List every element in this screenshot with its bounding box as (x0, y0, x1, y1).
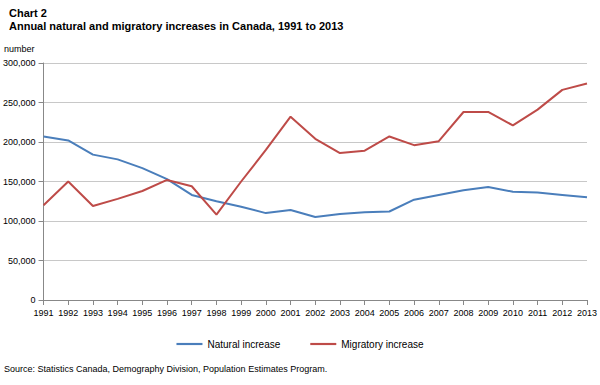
svg-text:0: 0 (31, 295, 36, 305)
svg-text:150,000: 150,000 (3, 177, 36, 187)
svg-text:1991: 1991 (34, 308, 54, 318)
svg-text:1994: 1994 (108, 308, 128, 318)
svg-text:2006: 2006 (404, 308, 424, 318)
svg-text:250,000: 250,000 (3, 98, 36, 108)
svg-text:1996: 1996 (157, 308, 177, 318)
svg-text:2010: 2010 (503, 308, 523, 318)
svg-text:2005: 2005 (379, 308, 399, 318)
svg-text:number: number (4, 44, 35, 54)
svg-text:Migratory increase: Migratory increase (341, 339, 424, 350)
svg-text:2004: 2004 (355, 308, 375, 318)
svg-text:1993: 1993 (83, 308, 103, 318)
svg-text:200,000: 200,000 (3, 137, 36, 147)
svg-text:1997: 1997 (182, 308, 202, 318)
svg-text:Annual natural and migratory i: Annual natural and migratory increases i… (9, 20, 343, 32)
svg-text:2011: 2011 (528, 308, 547, 318)
svg-text:1999: 1999 (231, 308, 251, 318)
svg-text:2000: 2000 (256, 308, 276, 318)
svg-text:1998: 1998 (206, 308, 226, 318)
svg-text:2003: 2003 (330, 308, 350, 318)
svg-text:1995: 1995 (132, 308, 152, 318)
svg-text:Chart 2: Chart 2 (9, 7, 47, 19)
svg-text:2007: 2007 (429, 308, 449, 318)
svg-text:2008: 2008 (453, 308, 473, 318)
svg-text:50,000: 50,000 (8, 256, 36, 266)
svg-text:2001: 2001 (281, 308, 301, 318)
svg-text:Natural increase: Natural increase (207, 339, 280, 350)
svg-text:1992: 1992 (58, 308, 78, 318)
svg-text:2012: 2012 (552, 308, 572, 318)
svg-text:2009: 2009 (478, 308, 498, 318)
svg-text:300,000: 300,000 (3, 58, 36, 68)
svg-text:Source: Statistics Canada, Dem: Source: Statistics Canada, Demography Di… (4, 364, 327, 374)
svg-text:2013: 2013 (577, 308, 597, 318)
svg-text:100,000: 100,000 (3, 216, 36, 226)
svg-text:2002: 2002 (305, 308, 325, 318)
